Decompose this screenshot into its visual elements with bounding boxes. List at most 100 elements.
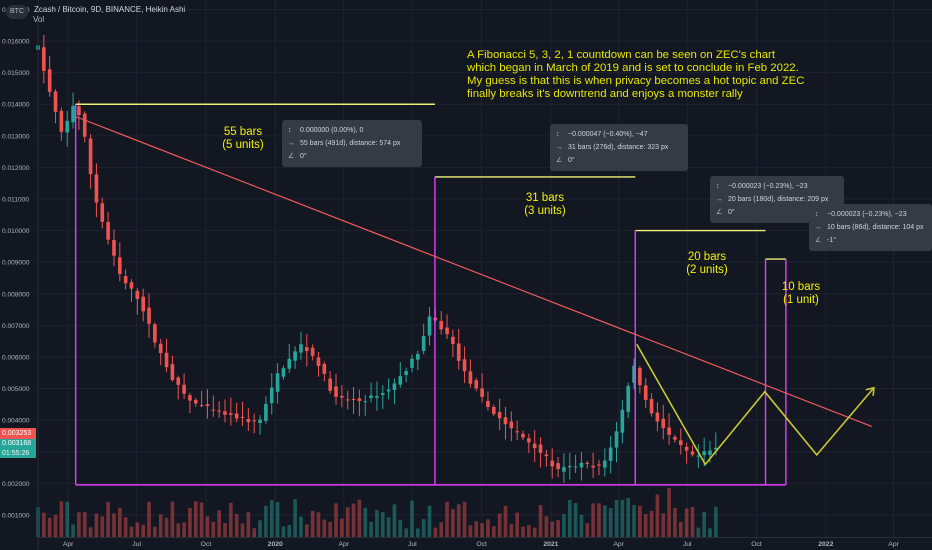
volume-bar [451, 509, 455, 537]
ha-close-badge: 0.003168 [0, 439, 36, 449]
y-tick-label: 0.005000 [2, 386, 30, 393]
volume-bar [380, 512, 385, 537]
angle-icon: ∠ [556, 157, 563, 164]
candle-body [211, 409, 216, 411]
volume-bar [129, 526, 134, 537]
candle-body [532, 443, 537, 449]
volume-bar [573, 503, 578, 537]
candle-body [59, 110, 64, 132]
volume-bar [468, 525, 473, 537]
volume-bar [59, 501, 64, 537]
tooltip-bars: 31 bars (276d), distance: 323 px [568, 144, 669, 151]
volume-bar [445, 501, 449, 537]
volume-bar [287, 524, 292, 537]
candle-body [240, 416, 245, 418]
volume-bar [246, 512, 251, 537]
volume-bar [345, 507, 350, 537]
candle-body [42, 47, 46, 71]
candle-body [380, 393, 385, 395]
volume-bar [626, 497, 631, 537]
candle-body [299, 344, 303, 353]
volume-bar [53, 514, 58, 537]
time-axis[interactable]: Apr Jul Oct 2020 Apr Jul Oct 2021 Apr Jul Oct 2022 A… [38, 537, 932, 549]
measure-tooltip-10[interactable]: ↕ −0.000023 (−0.23%), −23 ↔ 10 bars (86d),… [809, 204, 932, 251]
volume-bar [100, 516, 105, 537]
volume-label: Vol [33, 15, 45, 24]
candle-body [188, 395, 192, 401]
candle-body [82, 113, 87, 137]
volume-bar [147, 501, 151, 537]
x-tick-label: Oct [201, 541, 212, 548]
y-tick-label: 0.001000 [2, 512, 30, 519]
candle-body [597, 464, 601, 466]
tooltip-angle: 0° [568, 157, 575, 164]
bar-label-10[interactable]: 10 bars (1 unit) [781, 281, 821, 306]
candle-body [135, 290, 140, 299]
x-tick-label: Oct [476, 541, 487, 548]
volume-bar [550, 521, 555, 537]
y-tick-label: 0.016000 [2, 39, 30, 46]
volume-bar [579, 514, 584, 537]
candle-body [304, 347, 309, 352]
volume-bar [661, 513, 666, 537]
candle-body [509, 421, 514, 429]
projection-zigzag[interactable] [636, 343, 873, 466]
x-tick-label: Jul [683, 541, 692, 548]
candle-body [94, 174, 99, 203]
volume-bar [322, 519, 327, 537]
candle-body [643, 385, 648, 400]
volume-bar [71, 524, 75, 537]
volume-bar [608, 508, 613, 537]
volume-bar [532, 527, 537, 537]
candle-body [193, 399, 198, 404]
volume-bar [188, 507, 192, 537]
candle-body [445, 327, 449, 335]
candle-body [229, 413, 233, 415]
candle-body [480, 388, 484, 397]
candle-body [258, 419, 262, 423]
candle-body [223, 411, 227, 415]
candle-body [632, 365, 636, 383]
candle-body [147, 307, 151, 324]
candle-body [410, 358, 414, 368]
bar-label-31[interactable]: 31 bars (3 units) [524, 192, 566, 217]
volume-bar [515, 512, 519, 537]
candle-body [334, 386, 338, 397]
volume-bar [702, 511, 706, 537]
volume-bar [42, 512, 46, 537]
chart-header: BTC Zcash / Bitcoin, 9D, BINANCE, Heikin… [6, 4, 185, 28]
tooltip-price: 0.000000 (0.00%), 0 [300, 127, 364, 134]
symbol-badge[interactable]: BTC [6, 5, 28, 19]
countdown-badge: 01:55:26 [0, 449, 36, 458]
candle-body [398, 376, 403, 385]
measure-tooltip-31[interactable]: ↕ −0.000047 (−0.40%), −47 ↔ 31 bars (276d)… [550, 124, 688, 171]
x-tick-label: Apr [63, 541, 74, 548]
volume-bar [474, 521, 479, 537]
volume-bar [690, 506, 695, 537]
angle-icon: ∠ [815, 237, 822, 244]
candle-body [164, 352, 169, 368]
candle-body [667, 427, 671, 435]
tooltip-bars: 55 bars (491d), distance: 574 px [300, 140, 401, 147]
y-tick-label: 0.010000 [2, 228, 30, 235]
volume-bars [36, 487, 718, 537]
downtrend-line[interactable] [76, 116, 872, 428]
candle-body [357, 398, 362, 402]
volume-bar [714, 506, 718, 537]
volume-bar [141, 524, 145, 537]
price-range-icon: ↕ [288, 127, 292, 134]
candle-body [264, 403, 268, 421]
bar-label-55[interactable]: 55 bars (5 units) [222, 126, 264, 151]
bar-count-ranges[interactable] [74, 103, 787, 486]
analysis-note[interactable]: A Fibonacci 5, 3, 2, 1 countdown can be … [467, 49, 805, 100]
volume-bar [509, 523, 514, 537]
measure-tooltip-55[interactable]: ↕ 0.000000 (0.00%), 0 ↔ 55 bars (491d), di… [282, 120, 422, 167]
y-tick-label: 0.007000 [2, 323, 30, 330]
candle-body [345, 399, 350, 401]
bar-label-20[interactable]: 20 bars (2 units) [686, 251, 728, 276]
price-axis[interactable]: 0.0170000.0160000.0150000.0140000.013000… [2, 0, 39, 550]
volume-bar [47, 517, 52, 537]
candle-body [112, 240, 116, 256]
volume-bar [491, 526, 496, 537]
